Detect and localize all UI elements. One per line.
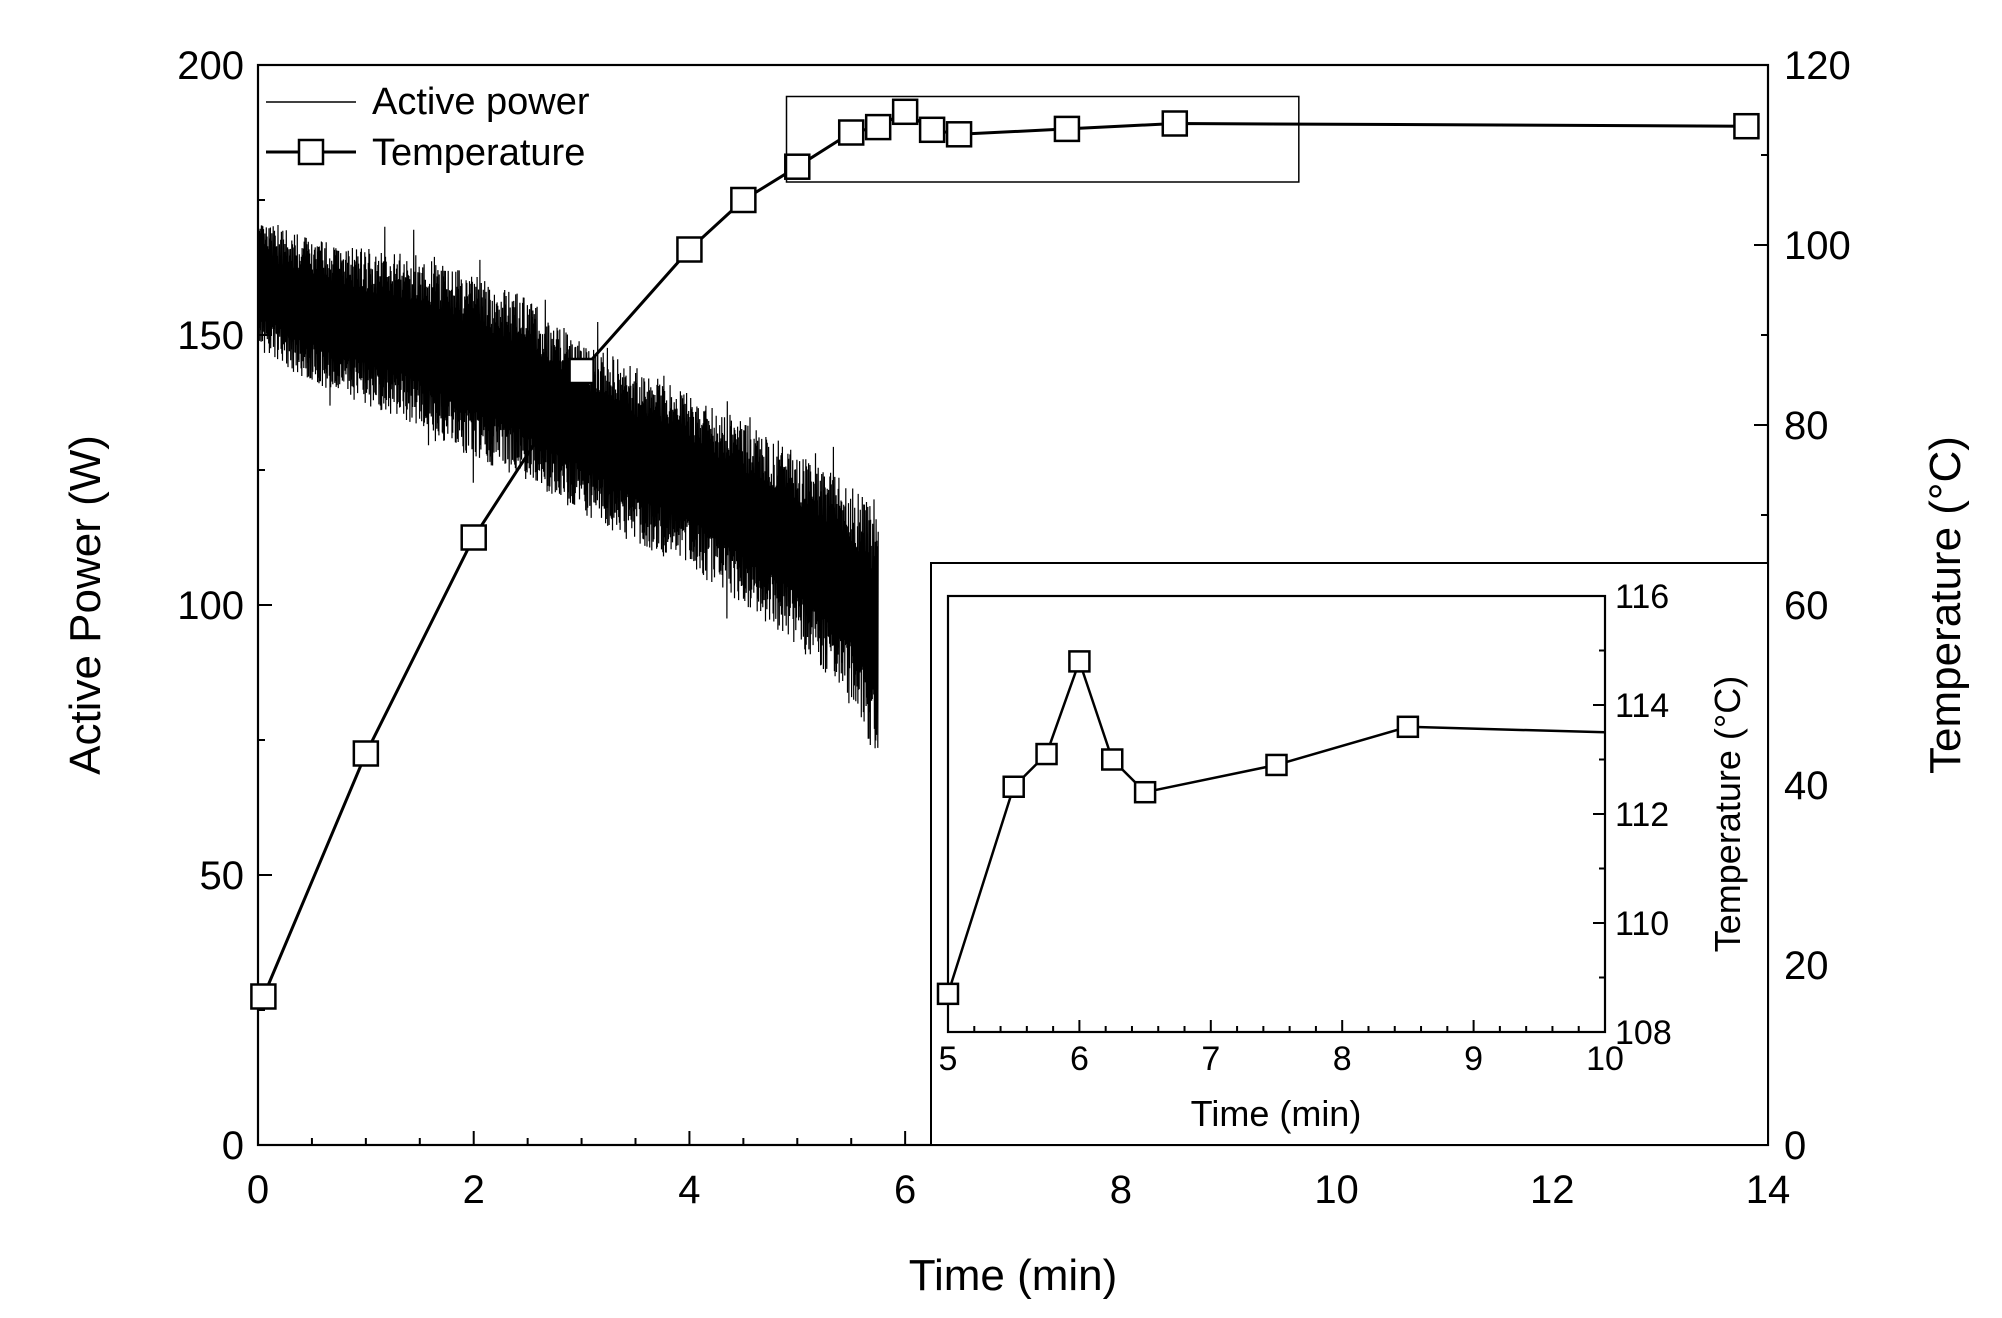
inset-y-tick-label: 110 <box>1615 905 1669 943</box>
inset-x-tick-label: 8 <box>1333 1040 1352 1078</box>
y-left-tick-label: 200 <box>177 44 244 88</box>
y-right-tick-label: 60 <box>1784 584 1829 628</box>
inset-chart: 5 6 7 8 9 10 108 110 112 114 116 Time (min) Tempe… <box>930 562 1769 1146</box>
y-left-axis-title: Active Power (W) <box>61 435 110 775</box>
y-left-tick-label: 150 <box>177 314 244 358</box>
zoom-region-box <box>785 95 1300 183</box>
temperature-series <box>250 98 1760 1010</box>
inset-x-tick-label: 7 <box>1201 1040 1220 1078</box>
temperature-marker <box>730 186 757 214</box>
temperature-marker <box>250 983 277 1010</box>
x-tick-label: 8 <box>1110 1168 1132 1212</box>
x-tick-label: 6 <box>894 1168 916 1212</box>
y-right-tick-label: 0 <box>1784 1124 1806 1168</box>
x-tick-label: 0 <box>247 1168 269 1212</box>
inset-y-right-axis: 108 110 112 114 116 <box>1593 578 1672 1052</box>
temperature-marker <box>1161 110 1189 137</box>
x-tick-label: 12 <box>1530 1168 1575 1212</box>
temperature-marker <box>891 98 919 126</box>
legend: Active power Temperature <box>266 81 590 174</box>
y-left-tick-label: 100 <box>177 584 244 628</box>
inset-temperature-marker <box>1133 780 1157 804</box>
y-right-tick-label: 20 <box>1784 944 1829 988</box>
inset-temperature-marker <box>1068 650 1091 673</box>
inset-temperature-marker <box>1035 742 1058 766</box>
y-right-tick-label: 100 <box>1784 224 1851 268</box>
x-tick-label: 4 <box>678 1168 700 1212</box>
main-chart: 0 2 4 6 8 10 12 14 0 50 100 150 200 0 20 40 60 80 100 120… <box>61 44 1970 1300</box>
legend-temperature-marker <box>297 138 325 166</box>
inset-y-tick-label: 116 <box>1615 578 1669 616</box>
temperature-marker <box>1733 112 1760 140</box>
temperature-marker <box>676 236 703 263</box>
inset-y-tick-label: 112 <box>1615 796 1669 834</box>
inset-x-tick-label: 9 <box>1464 1040 1483 1078</box>
temperature-marker <box>945 121 973 148</box>
inset-temperature-series <box>936 650 1606 1006</box>
temperature-marker <box>918 116 946 144</box>
temperature-marker <box>460 524 487 551</box>
y-right-tick-label: 40 <box>1784 764 1829 808</box>
temperature-marker <box>864 113 892 141</box>
temperature-marker <box>837 119 865 146</box>
temperature-marker <box>1053 115 1081 143</box>
inset-x-tick-label: 10 <box>1586 1040 1624 1078</box>
inset-temperature-marker <box>936 982 960 1006</box>
inset-x-tick-label: 6 <box>1070 1040 1089 1078</box>
inset-y-tick-label: 114 <box>1615 687 1669 725</box>
active-power-series <box>257 224 879 749</box>
x-tick-label: 10 <box>1314 1168 1359 1212</box>
x-tick-label: 2 <box>463 1168 485 1212</box>
inset-temperature-marker <box>1002 775 1025 798</box>
legend-active-power-label: Active power <box>372 81 590 123</box>
inset-y-tick-label: 108 <box>1615 1014 1672 1052</box>
temperature-marker <box>568 357 595 385</box>
y-left-tick-label: 0 <box>222 1124 244 1168</box>
inset-temperature-marker <box>1101 748 1124 771</box>
legend-temperature-label: Temperature <box>372 132 585 174</box>
inset-temperature-marker <box>1396 715 1420 739</box>
active-power-line <box>257 224 879 749</box>
temperature-marker <box>352 740 380 767</box>
main-y-left-axis: 0 50 100 150 200 <box>177 44 272 1168</box>
inset-x-axis: 5 6 7 8 9 10 <box>939 1020 1624 1078</box>
temperature-marker <box>784 153 811 180</box>
y-right-tick-label: 120 <box>1784 44 1851 88</box>
y-left-tick-label: 50 <box>200 854 245 898</box>
y-right-tick-label: 80 <box>1784 404 1829 448</box>
y-right-axis-title: Temperature (°C) <box>1921 436 1970 774</box>
zoom-rectangle <box>785 95 1300 183</box>
x-axis-title: Time (min) <box>909 1251 1118 1300</box>
inset-temperature-marker <box>1265 753 1288 777</box>
main-y-right-axis: 0 20 40 60 80 100 120 <box>1754 44 1851 1168</box>
inset-y-axis-title: Temperature (°C) <box>1707 676 1748 952</box>
x-tick-label: 14 <box>1746 1168 1791 1212</box>
inset-x-tick-label: 5 <box>939 1040 958 1078</box>
inset-x-axis-title: Time (min) <box>1191 1093 1362 1134</box>
